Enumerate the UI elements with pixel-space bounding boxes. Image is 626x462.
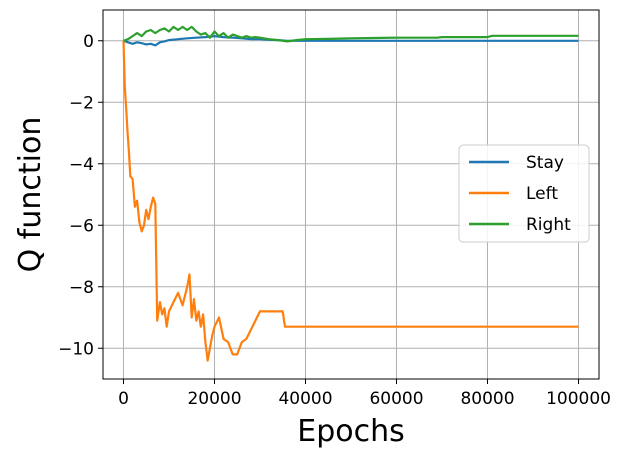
x-tick-label: 20000 — [187, 389, 241, 409]
axis-ticks: 0 20000 40000 60000 80000 100000 0 −2 −4 −6 −8 −10 — [58, 32, 611, 409]
plot-frame — [102, 9, 600, 380]
series-line-right — [123, 25, 579, 43]
x-axis-title: Epochs — [297, 414, 405, 449]
legend-label-stay: Stay — [526, 153, 564, 173]
y-tick-label: 0 — [83, 32, 94, 52]
legend: Stay Left Right — [458, 144, 590, 243]
y-tick-label: −10 — [58, 339, 94, 359]
legend-box — [458, 144, 590, 243]
y-tick-label: −2 — [69, 93, 94, 113]
y-tick-label: −8 — [69, 278, 94, 298]
y-tick-label: −4 — [69, 155, 94, 175]
x-tick-label: 80000 — [460, 389, 514, 409]
legend-label-right: Right — [526, 215, 571, 235]
x-tick-label: 60000 — [369, 389, 423, 409]
plot-series — [122, 25, 579, 362]
x-tick-label: 0 — [118, 389, 129, 409]
series-line-left — [122, 40, 579, 362]
legend-label-left: Left — [526, 184, 558, 204]
x-tick-label: 100000 — [546, 389, 611, 409]
y-tick-label: −6 — [69, 216, 94, 236]
y-axis-title: Q function — [13, 117, 48, 273]
x-tick-label: 40000 — [278, 389, 332, 409]
